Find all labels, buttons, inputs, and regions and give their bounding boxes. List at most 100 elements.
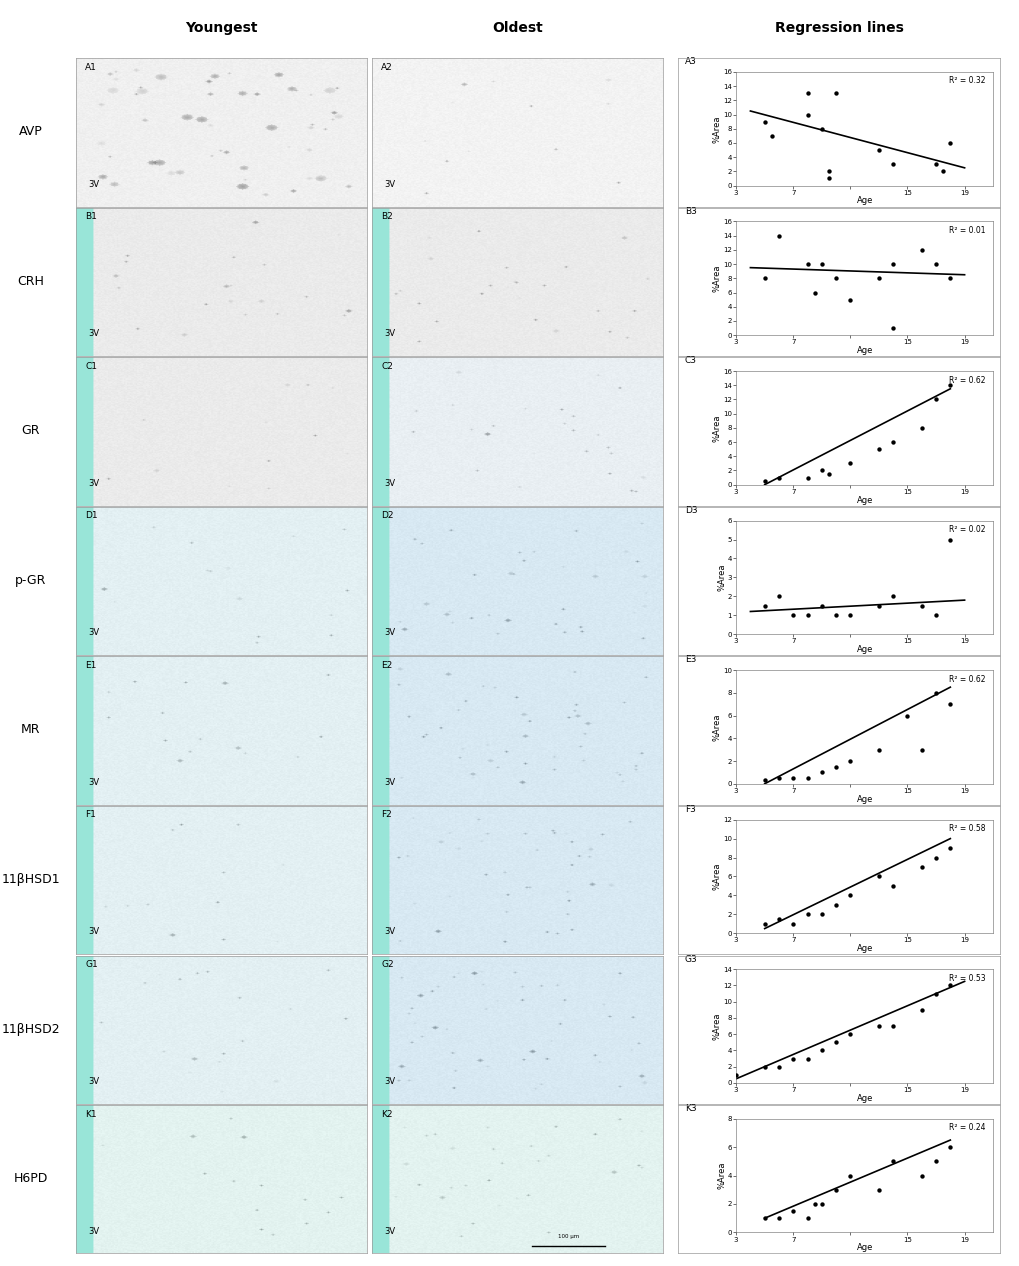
- Text: AVP: AVP: [18, 125, 43, 138]
- Point: [927, 847, 944, 867]
- Point: [870, 1180, 887, 1200]
- Point: [799, 904, 815, 924]
- Point: [813, 461, 829, 481]
- Point: [884, 876, 901, 896]
- Point: [813, 1194, 829, 1214]
- Text: B2: B2: [381, 213, 392, 222]
- Point: [799, 768, 815, 789]
- Text: 11βHSD2: 11βHSD2: [1, 1023, 60, 1036]
- Point: [813, 904, 829, 924]
- X-axis label: Age: Age: [856, 944, 872, 953]
- Point: [927, 984, 944, 1004]
- Point: [827, 605, 844, 625]
- Point: [913, 239, 929, 260]
- Point: [799, 104, 815, 124]
- Point: [942, 694, 958, 714]
- Y-axis label: %Area: %Area: [712, 1013, 720, 1039]
- Text: 3V: 3V: [88, 777, 99, 787]
- Point: [913, 596, 929, 617]
- Text: MR: MR: [20, 723, 41, 737]
- Point: [770, 1057, 787, 1077]
- Text: 3V: 3V: [383, 479, 394, 487]
- Text: GR: GR: [21, 424, 40, 437]
- Text: 3V: 3V: [383, 628, 394, 637]
- Text: 3V: 3V: [88, 1227, 99, 1236]
- Text: G3: G3: [684, 955, 697, 963]
- Text: 3V: 3V: [383, 1077, 394, 1086]
- Point: [884, 154, 901, 175]
- Point: [842, 1024, 858, 1044]
- Point: [927, 605, 944, 625]
- Point: [870, 596, 887, 617]
- X-axis label: Age: Age: [856, 196, 872, 205]
- Point: [756, 268, 772, 289]
- Text: A3: A3: [684, 57, 696, 66]
- Point: [806, 282, 822, 303]
- Point: [942, 529, 958, 549]
- Point: [728, 1065, 744, 1085]
- Text: 3V: 3V: [383, 329, 394, 338]
- Point: [770, 1208, 787, 1228]
- Point: [899, 705, 915, 725]
- X-axis label: Age: Age: [856, 646, 872, 655]
- Point: [927, 682, 944, 703]
- Y-axis label: %Area: %Area: [712, 414, 720, 442]
- Text: A2: A2: [381, 63, 392, 72]
- Point: [785, 768, 801, 789]
- Text: 3V: 3V: [88, 928, 99, 937]
- Point: [827, 1032, 844, 1052]
- Point: [813, 762, 829, 782]
- Point: [913, 1166, 929, 1186]
- Point: [927, 1151, 944, 1171]
- Text: D3: D3: [684, 506, 697, 515]
- Y-axis label: %Area: %Area: [712, 265, 720, 292]
- Text: G1: G1: [86, 960, 98, 968]
- Y-axis label: %Area: %Area: [712, 862, 720, 890]
- Text: K1: K1: [86, 1109, 97, 1118]
- Point: [842, 751, 858, 771]
- Text: C3: C3: [684, 356, 696, 366]
- Text: 3V: 3V: [88, 628, 99, 637]
- Point: [842, 290, 858, 310]
- Text: 3V: 3V: [88, 479, 99, 487]
- Text: D2: D2: [381, 511, 393, 520]
- Point: [942, 133, 958, 153]
- Text: R² = 0.62: R² = 0.62: [948, 675, 984, 684]
- Text: CRH: CRH: [17, 275, 44, 287]
- Point: [820, 161, 837, 181]
- Text: B1: B1: [86, 213, 97, 222]
- Point: [806, 1194, 822, 1214]
- Text: A1: A1: [86, 63, 97, 72]
- Point: [827, 84, 844, 104]
- Point: [842, 453, 858, 473]
- Point: [756, 770, 772, 790]
- Point: [934, 161, 951, 181]
- Point: [842, 885, 858, 905]
- Point: [799, 84, 815, 104]
- Y-axis label: %Area: %Area: [716, 563, 726, 591]
- Point: [770, 586, 787, 606]
- Point: [942, 975, 958, 995]
- Text: C1: C1: [86, 362, 97, 371]
- Point: [770, 225, 787, 246]
- Point: [913, 739, 929, 760]
- X-axis label: Age: Age: [856, 346, 872, 354]
- Point: [884, 1015, 901, 1036]
- Y-axis label: %Area: %Area: [712, 713, 720, 741]
- Y-axis label: %Area: %Area: [712, 115, 720, 143]
- Point: [813, 596, 829, 617]
- Point: [813, 254, 829, 275]
- Text: G2: G2: [381, 960, 393, 968]
- Point: [770, 467, 787, 487]
- Text: R² = 0.53: R² = 0.53: [948, 974, 984, 982]
- Point: [770, 909, 787, 929]
- Text: K3: K3: [684, 1104, 696, 1113]
- Text: K2: K2: [381, 1109, 392, 1118]
- X-axis label: Age: Age: [856, 495, 872, 505]
- Point: [870, 866, 887, 886]
- Text: R² = 0.32: R² = 0.32: [948, 76, 984, 86]
- Point: [799, 467, 815, 487]
- Point: [870, 739, 887, 760]
- Point: [927, 390, 944, 410]
- Text: Youngest: Youngest: [185, 20, 258, 35]
